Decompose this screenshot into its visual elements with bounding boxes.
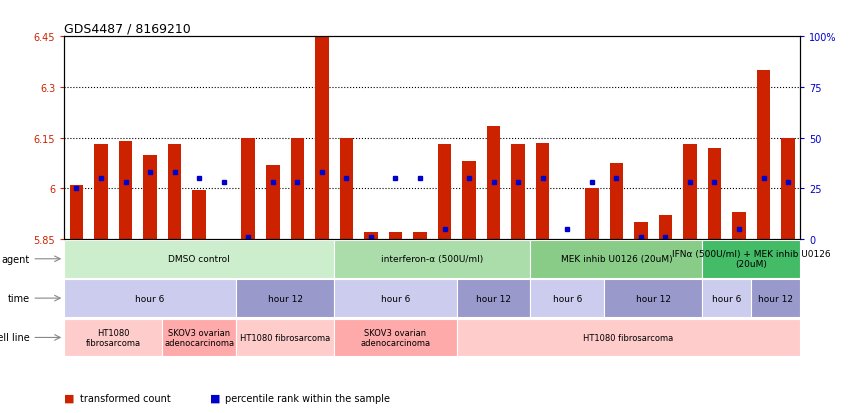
Text: transformed count: transformed count: [80, 393, 170, 403]
Bar: [364, 232, 377, 240]
Text: HT1080 fibrosarcoma: HT1080 fibrosarcoma: [584, 333, 674, 342]
Bar: [64, 280, 236, 317]
Bar: [511, 145, 525, 240]
Text: hour 12: hour 12: [268, 294, 302, 303]
Text: IFNα (500U/ml) + MEK inhib U0126
(20uM): IFNα (500U/ml) + MEK inhib U0126 (20uM): [672, 250, 830, 268]
Bar: [64, 240, 334, 278]
Bar: [241, 138, 255, 240]
Bar: [531, 280, 604, 317]
Text: hour 12: hour 12: [758, 294, 794, 303]
Bar: [64, 319, 163, 356]
Bar: [757, 71, 770, 240]
Bar: [487, 126, 501, 240]
Text: hour 12: hour 12: [636, 294, 670, 303]
Bar: [163, 319, 236, 356]
Bar: [782, 138, 795, 240]
Bar: [340, 139, 354, 240]
Text: SKOV3 ovarian
adenocarcinoma: SKOV3 ovarian adenocarcinoma: [360, 328, 431, 347]
Bar: [69, 185, 83, 240]
Bar: [437, 145, 451, 240]
Bar: [236, 319, 334, 356]
Text: SKOV3 ovarian
adenocarcinoma: SKOV3 ovarian adenocarcinoma: [164, 328, 235, 347]
Bar: [708, 148, 722, 240]
Bar: [604, 280, 702, 317]
Text: hour 6: hour 6: [712, 294, 741, 303]
Text: DMSO control: DMSO control: [169, 255, 230, 263]
Text: hour 6: hour 6: [135, 294, 164, 303]
Bar: [119, 142, 133, 240]
Bar: [193, 191, 206, 240]
Text: percentile rank within the sample: percentile rank within the sample: [225, 393, 390, 403]
Text: hour 12: hour 12: [476, 294, 511, 303]
Bar: [536, 143, 550, 240]
Text: MEK inhib U0126 (20uM): MEK inhib U0126 (20uM): [561, 255, 672, 263]
Text: HT1080 fibrosarcoma: HT1080 fibrosarcoma: [240, 333, 330, 342]
Bar: [683, 145, 697, 240]
Bar: [634, 223, 648, 240]
Bar: [266, 165, 280, 240]
Bar: [334, 319, 457, 356]
Bar: [168, 145, 181, 240]
Bar: [702, 280, 752, 317]
Text: ■: ■: [210, 393, 220, 403]
Bar: [315, 37, 329, 240]
Bar: [236, 280, 334, 317]
Bar: [389, 232, 402, 240]
Text: hour 6: hour 6: [381, 294, 410, 303]
Bar: [462, 162, 476, 240]
Bar: [658, 216, 672, 240]
Bar: [290, 139, 304, 240]
Text: hour 6: hour 6: [553, 294, 582, 303]
Text: ■: ■: [64, 393, 74, 403]
Text: GDS4487 / 8169210: GDS4487 / 8169210: [64, 23, 191, 36]
Text: agent: agent: [2, 254, 30, 264]
Bar: [702, 240, 800, 278]
Text: HT1080
fibrosarcoma: HT1080 fibrosarcoma: [86, 328, 141, 347]
Bar: [531, 240, 702, 278]
Text: time: time: [8, 293, 30, 304]
Bar: [457, 280, 531, 317]
Bar: [752, 280, 800, 317]
Bar: [585, 189, 598, 240]
Bar: [732, 213, 746, 240]
Bar: [334, 280, 457, 317]
Text: interferon-α (500U/ml): interferon-α (500U/ml): [381, 255, 484, 263]
Bar: [457, 319, 800, 356]
Bar: [143, 155, 157, 240]
Bar: [413, 232, 427, 240]
Bar: [609, 164, 623, 240]
Bar: [334, 240, 531, 278]
Text: cell line: cell line: [0, 332, 30, 343]
Bar: [94, 145, 108, 240]
